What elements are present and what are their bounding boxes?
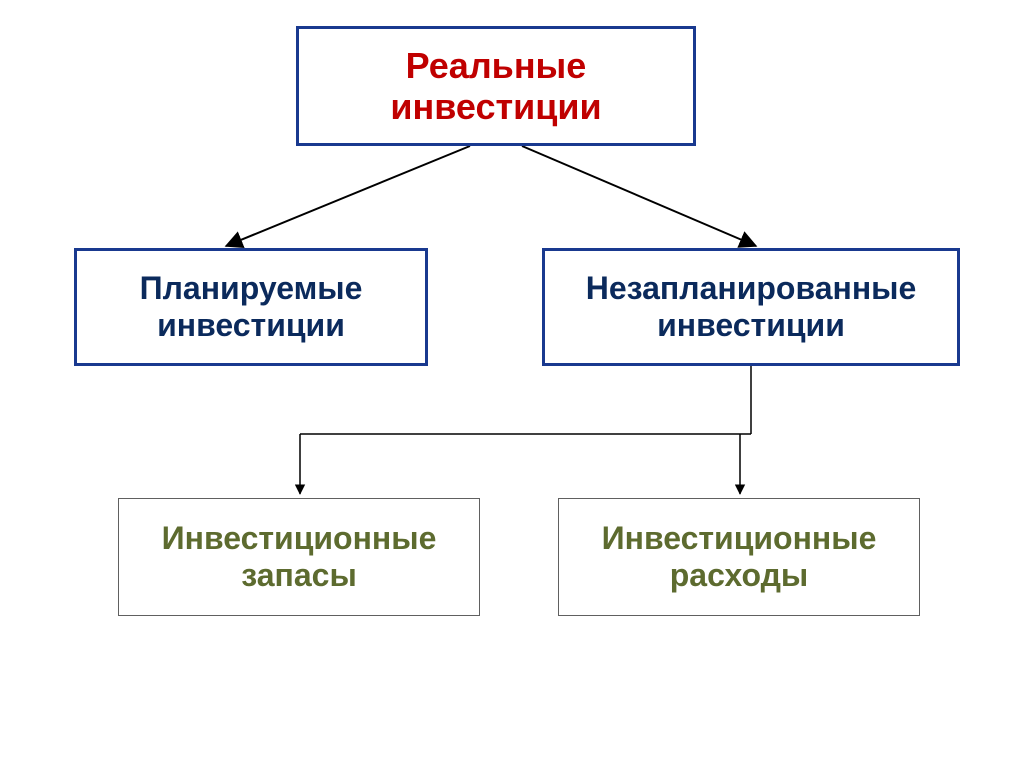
node-stocks: Инвестиционные запасы [118,498,480,616]
node-planned: Планируемые инвестиции [74,248,428,366]
edge-root-to-children [226,146,756,246]
node-root: Реальные инвестиции [296,26,696,146]
node-planned-label: Планируемые инвестиции [77,270,425,344]
node-unplanned-label: Незапланированные инвестиции [545,270,957,344]
edge-unplanned-to-children [300,366,751,494]
node-unplanned: Незапланированные инвестиции [542,248,960,366]
node-expenses-label: Инвестиционные расходы [559,520,919,594]
diagram-stage: Реальные инвестиции Планируемые инвестиц… [0,0,1024,767]
node-stocks-label: Инвестиционные запасы [119,520,479,594]
node-expenses: Инвестиционные расходы [558,498,920,616]
node-root-label: Реальные инвестиции [299,45,693,128]
